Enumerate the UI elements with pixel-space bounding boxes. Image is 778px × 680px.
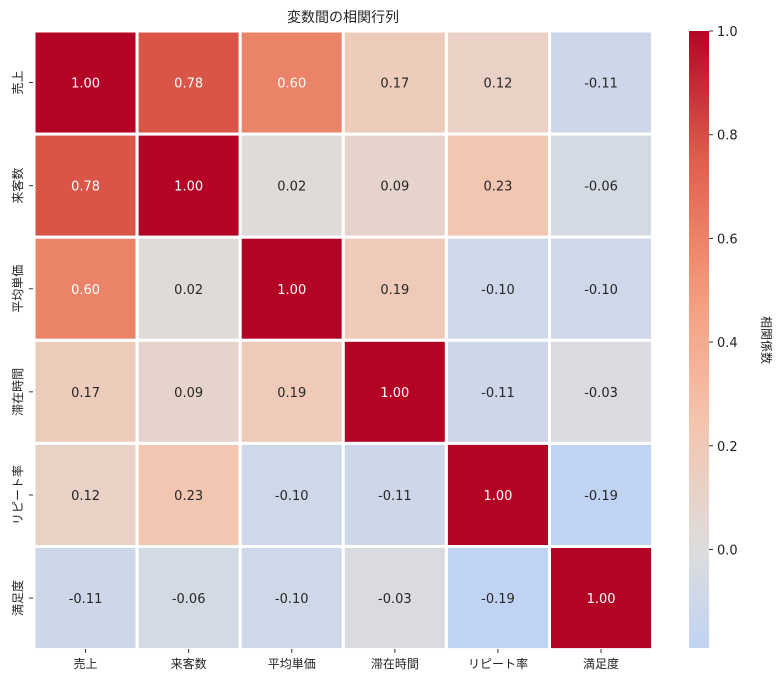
cell-value-label: 0.78 [71,180,100,195]
cell-value-label: -0.03 [584,386,618,401]
cell-value-label: 0.02 [277,180,306,195]
cell-value-label: -0.06 [584,180,618,195]
cell-value-label: -0.11 [69,592,103,607]
cell-value-label: -0.11 [584,77,618,92]
cell-value-label: 0.19 [380,283,409,298]
cell-value-label: 0.09 [380,180,409,195]
cell-value-label: 0.12 [483,77,512,92]
heatmap-cell [341,441,448,548]
heatmap-cell [444,235,551,342]
heatmap-cell [548,545,655,652]
cell-value-label: -0.19 [481,592,515,607]
cell-value-label: 1.00 [380,386,409,401]
heatmap-cell [32,545,139,652]
heatmap-cell [548,235,655,342]
colorbar-ticks: 0.0 0.2 0.4 0.6 0.8 1.0 [709,25,738,558]
cell-value-label: -0.03 [378,592,412,607]
x-axis-ticks: 売上 来客数 平均単価 滞在時間 リピート率 満足度 [74,649,619,671]
x-tick-label: 来客数 [171,656,207,671]
heatmap-cell [32,338,139,445]
cell-value-label: 0.12 [71,489,100,504]
cell-value-label: 0.02 [174,283,203,298]
colorbar-tick-label: 0.6 [717,232,738,247]
cell-value-label: 0.60 [277,77,306,92]
colorbar-tick-label: 1.0 [717,25,738,40]
y-tick-label: 満足度 [10,580,25,616]
cell-value-label: 0.17 [380,77,409,92]
cell-value-label: 1.00 [71,77,100,92]
x-tick-label: リピート率 [468,656,528,671]
heatmap-cell [444,338,551,445]
cell-value-label: -0.10 [584,283,618,298]
colorbar-tick-label: 0.0 [717,543,738,558]
cell-value-label: -0.11 [481,386,515,401]
cell-value-label: -0.06 [172,592,206,607]
y-tick-label: 平均単価 [11,265,25,313]
colorbar-tick-label: 0.8 [717,129,738,144]
heatmap-cell [341,132,448,239]
cell-value-label: 0.60 [71,283,100,298]
heatmap-cell [548,29,655,136]
x-tick-label: 売上 [74,656,98,671]
heatmap-cell [341,235,448,342]
x-tick-label: 平均単価 [268,657,316,671]
heatmap-cell [135,132,242,239]
heatmap-cell [548,132,655,239]
cell-value-label: 0.19 [277,386,306,401]
cell-value-label: -0.10 [481,283,515,298]
cell-value-label: 0.17 [71,386,100,401]
cell-value-label: 0.23 [483,180,512,195]
heatmap-cell [135,235,242,342]
y-tick-label: リピート率 [10,465,25,525]
cell-value-label: -0.10 [275,592,309,607]
cell-value-label: 0.78 [174,77,203,92]
cell-value-label: 0.23 [174,489,203,504]
heatmap-cell [135,29,242,136]
y-tick-label: 売上 [10,71,25,95]
heatmap-cell [238,338,345,445]
cell-value-label: 1.00 [174,180,203,195]
cell-value-label: 1.00 [277,283,306,298]
y-tick-label: 来客数 [10,168,25,204]
heatmap-cell [32,29,139,136]
cell-value-label: -0.10 [275,489,309,504]
cell-value-label: -0.11 [378,489,412,504]
heatmap-cell [135,338,242,445]
cell-value-label: 0.09 [174,386,203,401]
heatmap-cell [341,338,448,445]
y-tick-label: 滞在時間 [11,368,25,416]
colorbar-label: 相関係数 [759,316,774,364]
colorbar [689,31,709,648]
heatmap-cell [548,338,655,445]
heatmap-cell [444,441,551,548]
cell-value-label: -0.19 [584,489,618,504]
x-tick-label: 満足度 [583,656,619,671]
cell-value-label: 1.00 [483,489,512,504]
chart-title: 変数間の相関行列 [287,9,399,26]
heatmap-cells: 1.00 0.78 0.60 0.17 0.12 -0.11 0.78 1.00 0.02 0.0… [32,29,655,652]
colorbar-tick-label: 0.4 [717,336,738,351]
heatmap-cell [238,441,345,548]
heatmap-cell [548,441,655,548]
x-tick-label: 滞在時間 [371,657,419,671]
colorbar-tick-label: 0.2 [717,440,738,455]
cell-value-label: 1.00 [587,592,616,607]
